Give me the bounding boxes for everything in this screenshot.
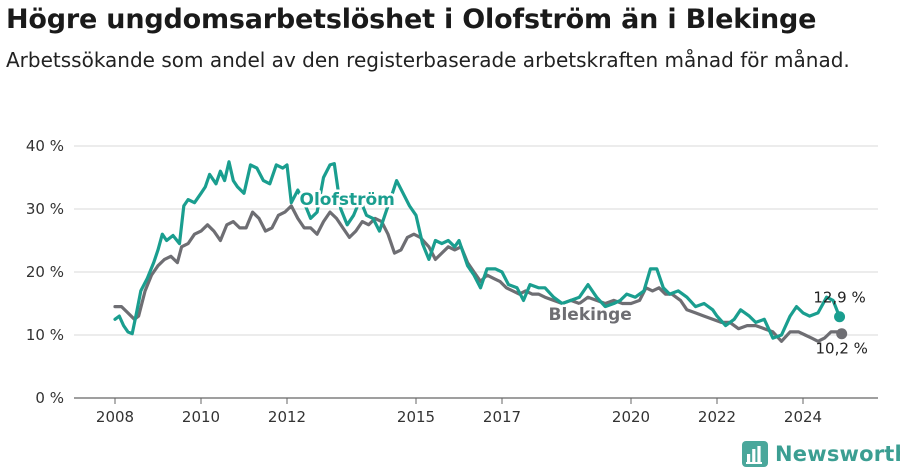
end-dot-olofström [834,311,846,323]
end-dot-blekinge [836,328,848,340]
y-tick-label: 10 % [26,326,64,344]
series-label-halo-olofström: Olofström [300,190,395,210]
end-value-label-blekinge: 10,2 % [815,340,867,358]
series-label-halo-blekinge: Blekinge [549,305,632,325]
y-tick-label: 20 % [26,263,64,281]
x-tick-label: 2024 [784,408,822,426]
x-tick-label: 2012 [268,408,306,426]
chart-subtitle: Arbetssökande som andel av den registerb… [6,48,850,72]
x-tick-label: 2017 [483,408,521,426]
y-tick-label: 30 % [26,200,64,218]
brand: Newsworthy [742,441,900,467]
x-tick-label: 2015 [397,408,435,426]
x-tick-label: 2020 [612,408,650,426]
series-line-olofström [113,160,842,340]
series-line-blekinge [113,204,844,343]
chart-title: Högre ungdomsarbetslöshet i Olofström än… [6,4,817,35]
brand-name: Newsworthy [775,442,900,466]
end-value-label-olofström: 12,9 % [813,289,865,307]
y-tick-label: 40 % [26,137,64,155]
x-tick-label: 2010 [182,408,220,426]
x-tick-label: 2008 [96,408,134,426]
series-label-olofström: Olofström [300,190,395,210]
newsworthy-logo-icon [742,441,768,467]
x-tick-label: 2022 [698,408,736,426]
y-tick-label: 0 % [35,389,64,407]
series-label-blekinge: Blekinge [549,305,632,325]
